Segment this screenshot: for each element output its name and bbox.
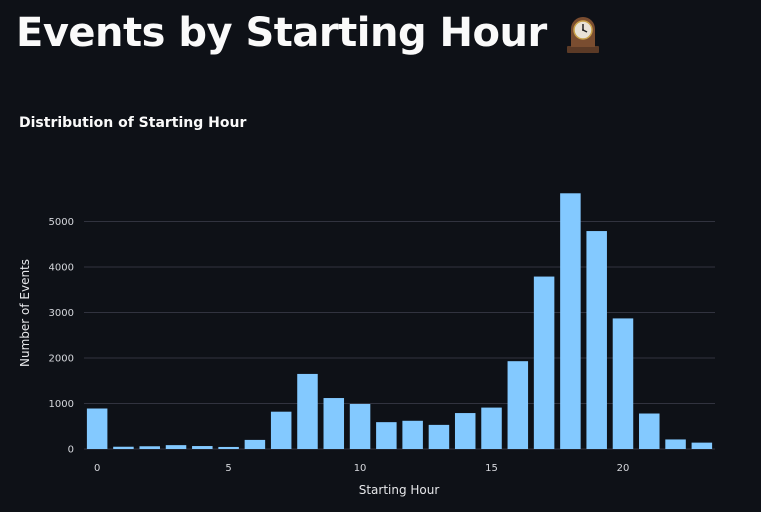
bar-hour-4 [192,446,213,449]
page-title-text: Events by Starting Hour [16,10,547,56]
grid-lines [84,221,715,450]
y-axis-label: Number of Events [18,259,32,367]
bar-hour-10 [349,403,371,449]
bar-hour-7 [270,411,292,449]
x-axis-ticks: 0 5 10 15 20 [94,463,629,474]
bar-hour-5 [218,446,239,449]
page-title: Events by Starting Hour [16,10,603,56]
x-tick-label: 10 [354,463,367,474]
bar-hour-3 [165,445,187,449]
bars [86,193,713,449]
y-tick-label: 1000 [49,399,74,410]
bar-hour-20 [612,318,634,449]
bar-hour-12 [402,420,423,449]
bar-hour-6 [244,439,266,449]
bar-hour-14 [454,413,476,449]
mantelpiece-clock-icon [563,12,603,54]
x-tick-label: 20 [617,463,630,474]
x-axis-label: Starting Hour [359,483,440,497]
bar-hour-16 [507,361,529,449]
bar-hour-19 [586,231,607,449]
bar-hour-22 [665,439,686,449]
bar-hour-0 [86,408,108,449]
bar-hour-2 [139,446,160,449]
bar-hour-9 [323,398,345,449]
x-tick-label: 15 [485,463,498,474]
bar-hour-8 [297,373,318,449]
bar-hour-13 [428,424,450,449]
chart-title: Distribution of Starting Hour [19,115,247,131]
x-tick-label: 0 [94,463,100,474]
bar-hour-23 [691,442,713,449]
y-tick-label: 5000 [49,217,74,228]
bar-hour-11 [376,422,397,449]
bar-hour-17 [533,276,555,449]
bar-hour-15 [481,407,502,449]
y-tick-label: 4000 [49,263,74,274]
y-tick-label: 0 [68,445,74,456]
bar-hour-1 [113,446,134,449]
y-tick-label: 2000 [49,354,74,365]
bar-hour-18 [560,193,581,449]
y-tick-label: 3000 [49,308,74,319]
y-axis-ticks: 0 1000 2000 3000 4000 5000 [49,217,74,456]
bar-hour-21 [639,413,660,449]
x-tick-label: 5 [225,463,231,474]
